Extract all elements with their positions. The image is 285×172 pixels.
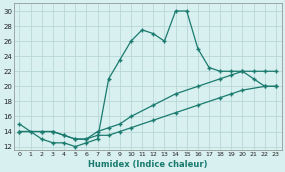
X-axis label: Humidex (Indice chaleur): Humidex (Indice chaleur) — [88, 159, 207, 169]
